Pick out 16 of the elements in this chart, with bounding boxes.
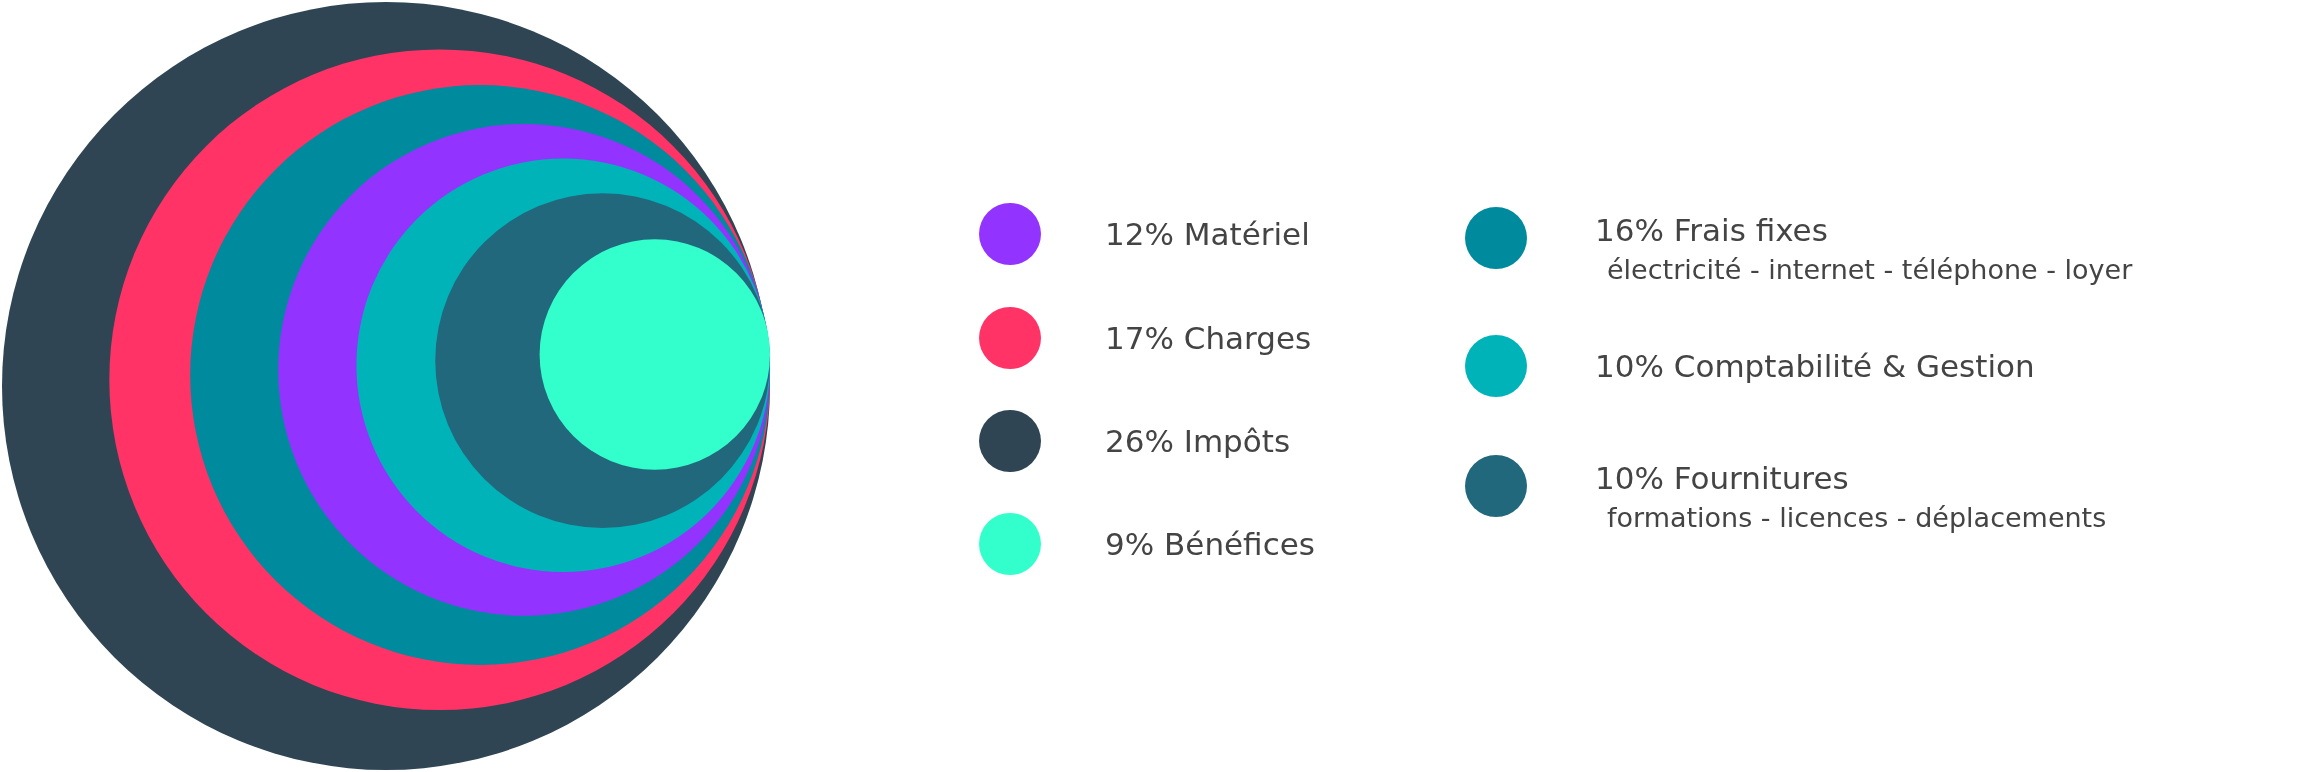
category-label: Fournitures — [1673, 459, 1849, 496]
category-label: Impôts — [1183, 422, 1291, 459]
data-label: 16% — [1595, 211, 1664, 248]
data-label: 9% — [1105, 525, 1155, 562]
category-label: Comptabilité & Gestion — [1673, 347, 2035, 384]
category-label: Bénéfices — [1164, 525, 1315, 562]
text: formations - licences - déplacements — [1607, 502, 2107, 534]
category-label: Frais fixes — [1673, 211, 1828, 248]
data-label: 10% — [1595, 459, 1664, 496]
data-label: 12% — [1105, 215, 1174, 252]
data-label: 17% — [1105, 319, 1174, 356]
data-label: 26% — [1105, 422, 1174, 459]
text: électricité - internet - téléphone - loyer — [1607, 254, 2134, 286]
category-label: Charges — [1183, 319, 1312, 356]
data-label: 10% — [1595, 347, 1664, 384]
category-label: Matériel — [1183, 215, 1310, 252]
